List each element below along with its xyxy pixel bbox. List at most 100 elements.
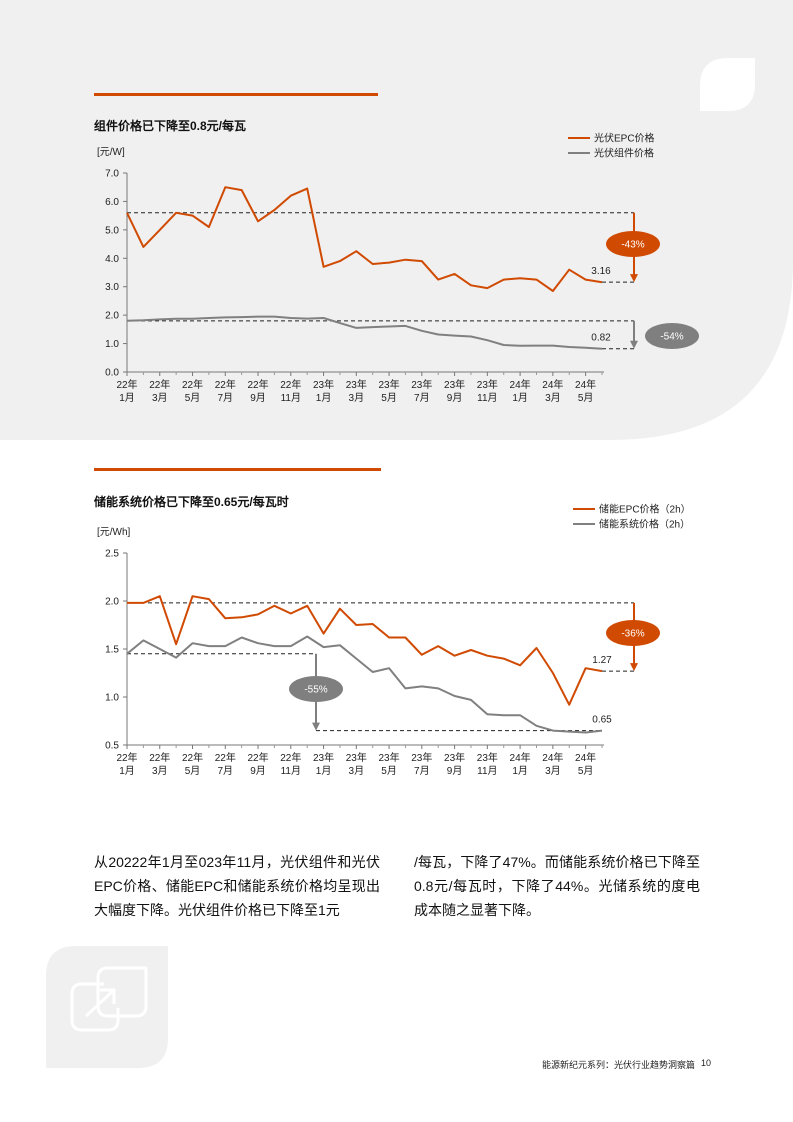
x-tick-label: 1月 xyxy=(119,765,135,777)
x-tick-label: 22年 xyxy=(247,378,268,391)
legend-label: 光伏EPC价格 xyxy=(594,132,655,145)
x-tick-label: 23年 xyxy=(411,751,432,764)
x-tick-label: 23年 xyxy=(477,751,498,764)
x-tick-label: 5月 xyxy=(185,765,201,777)
x-tick-label: 23年 xyxy=(379,751,400,764)
decline-badge-orange-bg xyxy=(606,231,660,257)
x-tick-label: 11月 xyxy=(477,392,497,404)
series-line-epc xyxy=(126,186,603,292)
decline-arrow-gray-head xyxy=(630,340,638,349)
x-tick-label: 3月 xyxy=(152,765,168,777)
x-tick-label: 23年 xyxy=(379,378,400,391)
chart2-title: 储能系统价格已下降至0.65元/每瓦时 xyxy=(94,495,289,509)
x-tick-label: 22年 xyxy=(280,751,301,764)
x-tick-label: 1月 xyxy=(512,765,528,777)
x-tick-label: 7月 xyxy=(217,765,233,777)
x-tick-label: 7月 xyxy=(414,392,430,404)
x-tick-label: 22年 xyxy=(215,378,236,391)
x-tick-label: 24年 xyxy=(575,751,596,764)
decline-badge-gray-text: -54% xyxy=(660,332,683,343)
x-tick-label: 7月 xyxy=(414,765,430,777)
chart1-accent-rule xyxy=(94,93,378,96)
y-axis-label: [元/W] xyxy=(97,147,125,158)
x-tick-label: 22年 xyxy=(247,751,268,764)
x-tick-label: 24年 xyxy=(510,378,531,391)
decline-arrow-orange-head xyxy=(630,663,638,672)
x-tick-label: 5月 xyxy=(578,392,594,404)
decline-badge-orange-text: -36% xyxy=(621,629,644,640)
x-tick-label: 9月 xyxy=(250,392,266,404)
window-arrow-icon xyxy=(46,946,168,1068)
series-line-system xyxy=(126,635,603,734)
x-tick-label: 22年 xyxy=(182,378,203,391)
body-text-col2: /每瓦，下降了47%。而储能系统价格已下降至0.8元/每瓦时，下降了44%。光储… xyxy=(414,854,700,918)
x-tick-label: 1月 xyxy=(119,392,135,404)
y-tick-label: 0.5 xyxy=(105,741,119,752)
end-value-label: 3.16 xyxy=(591,266,611,277)
x-tick-label: 3月 xyxy=(349,392,365,404)
page-number: 10 xyxy=(701,1058,712,1068)
decline-badge-orange-bg xyxy=(606,620,660,646)
legend-label: 光伏组件价格 xyxy=(594,147,654,160)
x-tick-label: 24年 xyxy=(542,751,563,764)
x-tick-label: 9月 xyxy=(250,765,266,777)
x-tick-label: 9月 xyxy=(447,765,463,777)
x-tick-label: 24年 xyxy=(510,751,531,764)
x-tick-label: 3月 xyxy=(152,392,168,404)
series-line-system xyxy=(126,315,603,350)
x-tick-label: 23年 xyxy=(411,378,432,391)
x-tick-label: 9月 xyxy=(447,392,463,404)
end-value-label: 0.65 xyxy=(592,715,612,726)
series-line-epc xyxy=(127,595,603,706)
chart2-accent-rule xyxy=(94,468,381,471)
x-tick-label: 11月 xyxy=(281,392,301,404)
x-tick-label: 23年 xyxy=(313,751,334,764)
y-tick-label: 2.5 xyxy=(105,549,119,560)
x-tick-label: 7月 xyxy=(217,392,233,404)
x-tick-label: 22年 xyxy=(116,751,137,764)
x-tick-label: 22年 xyxy=(182,751,203,764)
y-tick-label: 2.0 xyxy=(105,597,119,608)
x-tick-label: 23年 xyxy=(346,378,367,391)
decline-badge-gray-text: -55% xyxy=(304,685,327,696)
leaf-shape-icon xyxy=(700,58,755,111)
decline-badge-gray-bg xyxy=(645,323,699,349)
x-tick-label: 23年 xyxy=(444,751,465,764)
x-tick-label: 11月 xyxy=(281,765,301,777)
y-tick-label: 1.5 xyxy=(105,645,119,656)
y-tick-label: 4.0 xyxy=(105,254,119,265)
x-tick-label: 1月 xyxy=(316,392,332,404)
decline-badge-orange-text: -43% xyxy=(621,240,644,251)
x-tick-label: 5月 xyxy=(381,765,397,777)
x-tick-label: 11月 xyxy=(477,765,497,777)
x-tick-label: 22年 xyxy=(215,751,236,764)
end-value-label: 1.27 xyxy=(592,655,612,666)
x-tick-label: 22年 xyxy=(149,751,170,764)
decline-arrow-orange-head xyxy=(630,274,638,283)
chart1-title: 组件价格已下降至0.8元/每瓦 xyxy=(94,119,247,133)
x-tick-label: 3月 xyxy=(545,392,561,404)
x-tick-label: 3月 xyxy=(545,765,561,777)
y-tick-label: 1.0 xyxy=(105,693,119,704)
x-tick-label: 5月 xyxy=(578,765,594,777)
x-tick-label: 24年 xyxy=(575,378,596,391)
top-background-panel xyxy=(0,0,793,440)
chart2-storage-price-chart: [元/Wh]0.51.01.52.02.522年1月22年3月22年5月22年7… xyxy=(97,503,691,778)
x-tick-label: 23年 xyxy=(444,378,465,391)
y-tick-label: 7.0 xyxy=(105,169,119,180)
y-tick-label: 5.0 xyxy=(105,225,119,236)
x-tick-label: 3月 xyxy=(349,765,365,777)
x-tick-label: 1月 xyxy=(316,765,332,777)
legend-label: 储能系统价格（2h） xyxy=(599,518,690,531)
body-text-col1: 从20222年1月至023年11月，光伏组件和光伏EPC价格、储能EPC和储能系… xyxy=(94,854,380,918)
decline-arrow-gray-head xyxy=(312,722,320,731)
decline-badge-gray-bg xyxy=(289,676,343,702)
y-tick-label: 2.0 xyxy=(105,311,119,322)
x-tick-label: 23年 xyxy=(477,378,498,391)
x-tick-label: 23年 xyxy=(313,378,334,391)
y-axis-label: [元/Wh] xyxy=(97,527,131,538)
end-value-label: 0.82 xyxy=(591,333,611,344)
footer-series-title: 能源新纪元系列：光伏行业趋势洞察篇 xyxy=(541,1060,695,1070)
x-tick-label: 23年 xyxy=(346,751,367,764)
x-tick-label: 1月 xyxy=(512,392,528,404)
